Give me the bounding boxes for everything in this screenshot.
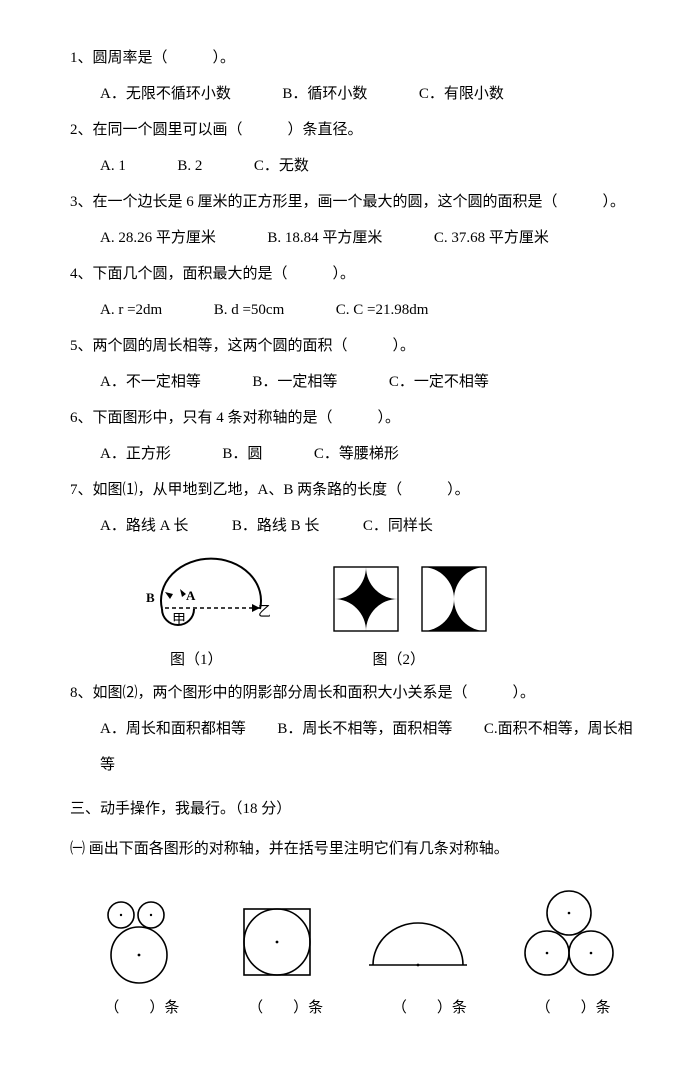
q8-a: A．周长和面积都相等 bbox=[100, 721, 246, 737]
q6-stem: 6、下面图形中，只有 4 条对称轴的是（ ）。 bbox=[70, 400, 645, 436]
q1-c: C．有限小数 bbox=[419, 86, 504, 102]
shape-3 bbox=[363, 895, 473, 987]
q6-options: A．正方形 B．圆 C．等腰梯形 bbox=[70, 436, 645, 472]
q3-c: C. 37.68 平方厘米 bbox=[434, 230, 549, 246]
q7-label-jia: 甲 bbox=[172, 613, 186, 628]
q3-b: B. 18.84 平方厘米 bbox=[267, 230, 382, 246]
shape-1-caption: （ ）条 bbox=[104, 996, 179, 1017]
q4-c: C. C =21.98dm bbox=[336, 302, 429, 318]
q6-a: A．正方形 bbox=[100, 446, 171, 462]
q5-stem: 5、两个圆的周长相等，这两个圆的面积（ ）。 bbox=[70, 328, 645, 364]
q3-a: A. 28.26 平方厘米 bbox=[100, 230, 216, 246]
q7-label-yi: 乙 bbox=[258, 604, 270, 620]
q5-options: A．不一定相等 B．一定相等 C．一定不相等 bbox=[70, 364, 645, 400]
q7-figure-2 bbox=[330, 563, 500, 635]
q2-b: B. 2 bbox=[177, 158, 202, 174]
q4-options: A. r =2dm B. d =50cm C. C =21.98dm bbox=[70, 292, 645, 328]
shape-1 bbox=[91, 895, 191, 987]
q7-stem: 7、如图⑴，从甲地到乙地，A、B 两条路的长度（ ）。 bbox=[70, 472, 645, 508]
q2-options: A. 1 B. 2 C．无数 bbox=[70, 148, 645, 184]
q3-options: A. 28.26 平方厘米 B. 18.84 平方厘米 C. 37.68 平方厘… bbox=[70, 220, 645, 256]
q1-a: A．无限不循环小数 bbox=[100, 86, 231, 102]
q4-a: A. r =2dm bbox=[100, 302, 162, 318]
shape-4 bbox=[514, 887, 624, 987]
q1-b: B．循环小数 bbox=[282, 86, 367, 102]
q1-stem: 1、圆周率是（ ）。 bbox=[70, 40, 645, 76]
q3-stem: 3、在一个边长是 6 厘米的正方形里，画一个最大的圆，这个圆的面积是（ ）。 bbox=[70, 184, 645, 220]
q2-a: A. 1 bbox=[100, 158, 126, 174]
q1-options: A．无限不循环小数 B．循环小数 C．有限小数 bbox=[70, 76, 645, 112]
q7-a: A．路线 A 长 bbox=[100, 518, 188, 534]
shape-2 bbox=[232, 895, 322, 987]
q7-b: B．路线 B 长 bbox=[232, 518, 320, 534]
q6-c: C．等腰梯形 bbox=[314, 446, 399, 462]
q7-caption-2: 图（2） bbox=[373, 648, 426, 669]
q4-stem: 4、下面几个圆，面积最大的是（ ）。 bbox=[70, 256, 645, 292]
q2-c: C．无数 bbox=[254, 158, 309, 174]
q4-b: B. d =50cm bbox=[214, 302, 285, 318]
q8-stem: 8、如图⑵，两个图形中的阴影部分周长和面积大小关系是（ ）。 bbox=[70, 675, 645, 711]
q6-b: B．圆 bbox=[222, 446, 262, 462]
q7-caption-1: 图（1） bbox=[170, 648, 223, 669]
q5-b: B．一定相等 bbox=[252, 374, 337, 390]
q7-options: A．路线 A 长 B．路线 B 长 C．同样长 bbox=[70, 508, 645, 544]
q7-label-b: B bbox=[146, 590, 155, 605]
section-3-title: 三、动手操作，我最行。（18 分） bbox=[70, 791, 645, 827]
q2-stem: 2、在同一个圆里可以画（ ）条直径。 bbox=[70, 112, 645, 148]
shape-2-caption: （ ）条 bbox=[248, 996, 323, 1017]
q5-a: A．不一定相等 bbox=[100, 374, 201, 390]
shape-3-caption: （ ）条 bbox=[392, 996, 467, 1017]
section-3-1: ㈠ 画出下面各图形的对称轴，并在括号里注明它们有几条对称轴。 bbox=[70, 831, 645, 867]
q7-figure-1: A B 甲 乙 bbox=[110, 554, 270, 644]
q7-c: C．同样长 bbox=[363, 518, 433, 534]
shape-4-caption: （ ）条 bbox=[536, 996, 611, 1017]
q7-label-a: A bbox=[186, 588, 196, 603]
q8-options: A．周长和面积都相等 B．周长不相等，面积相等 C.面积不相等，周长相等 bbox=[70, 711, 645, 783]
q5-c: C．一定不相等 bbox=[389, 374, 489, 390]
q8-b: B．周长不相等，面积相等 bbox=[277, 721, 452, 737]
